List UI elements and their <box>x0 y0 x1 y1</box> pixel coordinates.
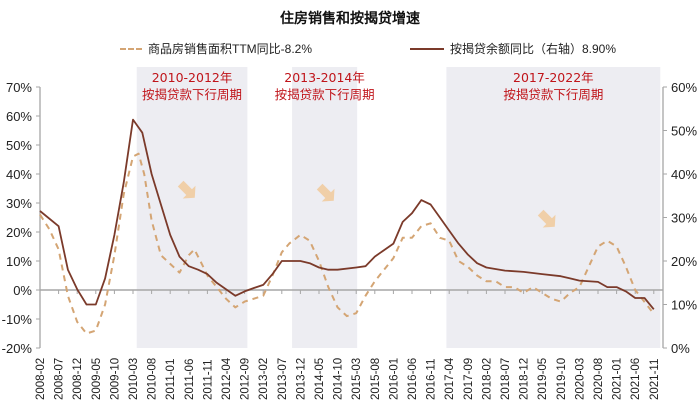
shaded-period-2 <box>292 67 358 348</box>
right-tick-label: 60% <box>671 80 697 95</box>
x-tick-label: 2021-11 <box>649 359 661 400</box>
x-tick-label: 2012-04 <box>221 357 233 400</box>
left-tick-label: 40% <box>6 167 32 182</box>
x-tick-label: 2021-06 <box>630 358 642 400</box>
mortgage-balance-line <box>39 118 655 310</box>
x-tick-label: 2019-05 <box>537 358 549 400</box>
x-tick-label: 2020-08 <box>593 358 605 400</box>
x-tick-label: 2020-03 <box>574 358 586 400</box>
solid-line-icon <box>410 47 444 50</box>
right-tick-label: 50% <box>671 124 697 139</box>
x-tick-label: 2011-06 <box>184 359 196 400</box>
x-tick-label: 2017-09 <box>463 358 475 400</box>
shaded-period-1 <box>136 67 248 348</box>
x-tick-label: 2010-03 <box>128 358 140 400</box>
dashed-line-icon <box>120 47 142 50</box>
x-tick-label: 2015-08 <box>370 358 382 400</box>
x-tick-label: 2014-10 <box>333 358 345 400</box>
down-arrow-icon <box>316 183 335 202</box>
x-tick-label: 2018-02 <box>481 358 493 400</box>
period-label-desc: 按揭贷款下行周期 <box>275 87 375 102</box>
left-tick-label: 20% <box>6 225 32 240</box>
x-tick-label: 2014-05 <box>314 358 326 400</box>
x-tick-label: 2008-02 <box>35 358 47 400</box>
down-arrow-icon <box>177 180 196 199</box>
down-arrow-icon <box>537 209 556 228</box>
period-label-desc: 按揭贷款下行周期 <box>142 87 242 102</box>
left-tick-label: 60% <box>6 109 32 124</box>
x-tick-label: 2021-01 <box>612 358 624 400</box>
period-label-year: 2013-2014年 <box>284 70 365 85</box>
x-tick-label: 2009-10 <box>109 358 121 400</box>
right-tick-label: 20% <box>671 254 697 269</box>
legend: 商品房销售面积TTM同比-8.2% 按揭贷余额同比（右轴）8.90% <box>0 40 700 60</box>
sales-area-line <box>39 152 655 335</box>
x-tick-label: 2008-12 <box>72 358 84 400</box>
chart-title: 住房销售和按揭贷增速 <box>280 10 420 26</box>
x-tick-label: 2009-05 <box>91 358 103 400</box>
shaded-period-3 <box>446 67 661 348</box>
x-tick-label: 2012-09 <box>240 358 252 400</box>
period-label-desc: 按揭贷款下行周期 <box>503 87 603 102</box>
x-tick-label: 2010-08 <box>147 358 159 400</box>
x-tick-label: 2017-04 <box>444 357 456 400</box>
x-tick-label: 2019-10 <box>556 358 568 400</box>
x-tick-label: 2011-11 <box>202 360 214 401</box>
period-label-year: 2010-2012年 <box>152 70 233 85</box>
x-tick-label: 2016-11 <box>426 359 438 400</box>
x-tick-label: 2018-07 <box>500 358 512 400</box>
right-tick-label: 40% <box>671 167 697 182</box>
legend-label-sales: 商品房销售面积TTM同比-8.2% <box>148 42 313 56</box>
x-tick-label: 2013-07 <box>277 358 289 400</box>
left-tick-label: 10% <box>6 254 32 269</box>
x-tick-label: 2015-03 <box>351 358 363 400</box>
legend-item-sales: 商品房销售面积TTM同比-8.2% <box>120 40 312 57</box>
right-tick-label: 30% <box>671 211 697 226</box>
legend-item-mortgage: 按揭贷余额同比（右轴）8.90% <box>410 40 616 57</box>
left-tick-label: 70% <box>6 80 32 95</box>
legend-label-mortgage: 按揭贷余额同比（右轴）8.90% <box>450 42 617 56</box>
left-tick-label: 30% <box>6 196 32 211</box>
x-tick-label: 2013-02 <box>258 358 270 400</box>
left-tick-label: 50% <box>6 138 32 153</box>
period-label-year: 2017-2022年 <box>513 70 594 85</box>
right-tick-label: 10% <box>671 298 697 313</box>
left-tick-label: 0% <box>13 283 32 298</box>
x-tick-label: 2011-01 <box>165 359 177 400</box>
right-tick-label: 0% <box>671 341 690 356</box>
x-tick-label: 2018-12 <box>519 358 531 400</box>
x-tick-label: 2008-07 <box>54 358 66 400</box>
left-tick-label: -10% <box>2 312 33 327</box>
x-tick-label: 2016-06 <box>407 358 419 400</box>
x-tick-label: 2013-12 <box>295 358 307 400</box>
x-tick-label: 2016-01 <box>388 358 400 400</box>
left-tick-label: -20% <box>2 341 33 356</box>
